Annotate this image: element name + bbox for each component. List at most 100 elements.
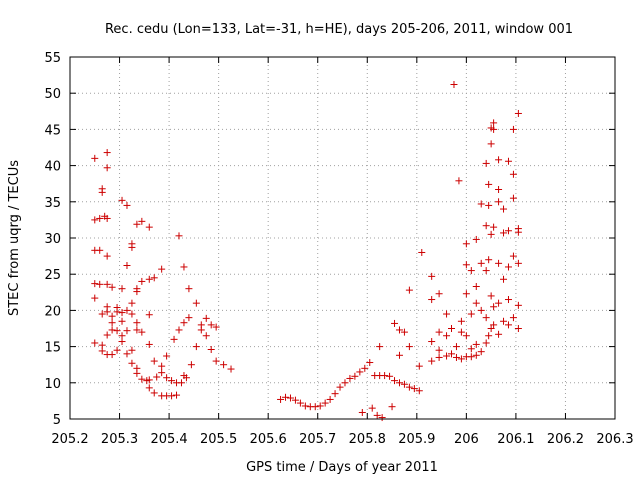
data-point (98, 347, 106, 355)
data-point (185, 314, 193, 322)
data-point (96, 214, 104, 222)
data-point (373, 411, 381, 419)
data-point (415, 362, 423, 370)
data-point (490, 303, 498, 311)
data-point (207, 321, 215, 329)
data-point (386, 372, 394, 380)
data-point (138, 277, 146, 285)
y-tick-label: 50 (44, 87, 61, 102)
x-tick-label: 205.8 (349, 432, 386, 447)
data-point (428, 296, 436, 304)
data-point (504, 321, 512, 329)
x-tick-label: 205.6 (250, 432, 287, 447)
data-point (358, 408, 366, 416)
data-point (163, 352, 171, 360)
data-point (118, 317, 126, 325)
data-point (514, 301, 522, 309)
data-point (103, 214, 111, 222)
data-point (220, 361, 228, 369)
data-point (504, 296, 512, 304)
data-point (138, 328, 146, 336)
data-point (500, 317, 508, 325)
data-point (428, 338, 436, 346)
data-point (123, 350, 131, 358)
data-point (395, 326, 403, 334)
x-tick-label: 206 (454, 432, 479, 447)
data-point (311, 403, 319, 411)
data-point (175, 326, 183, 334)
data-point (133, 220, 141, 228)
data-point (428, 272, 436, 280)
data-point (158, 265, 166, 273)
data-point (153, 373, 161, 381)
data-point (467, 267, 475, 275)
data-point (128, 310, 136, 318)
data-point (192, 343, 200, 351)
data-point (455, 177, 463, 185)
data-point (509, 170, 517, 178)
data-point (207, 345, 215, 353)
data-point (368, 404, 376, 412)
y-tick-label: 40 (44, 160, 61, 175)
data-point (504, 263, 512, 271)
data-point (435, 328, 443, 336)
data-point (443, 310, 451, 318)
data-point (400, 380, 408, 388)
data-point (168, 377, 176, 385)
data-point (123, 306, 131, 314)
data-point (381, 372, 389, 380)
data-point (163, 374, 171, 382)
data-point (145, 340, 153, 348)
data-point (175, 232, 183, 240)
data-point (472, 283, 480, 291)
data-point (405, 343, 413, 351)
data-point (91, 294, 99, 302)
data-point (103, 252, 111, 260)
data-point (477, 348, 485, 356)
data-point (133, 326, 141, 334)
data-point (495, 259, 503, 267)
y-tick-label: 25 (44, 268, 61, 283)
data-point (356, 368, 364, 376)
data-point (462, 240, 470, 248)
data-point (504, 227, 512, 235)
y-tick-label: 55 (44, 51, 61, 66)
data-point (495, 185, 503, 193)
data-point (145, 384, 153, 392)
data-point (170, 335, 178, 343)
data-point (495, 330, 503, 338)
data-point (133, 319, 141, 327)
x-axis-label: GPS time / Days of year 2011 (246, 460, 438, 475)
data-point (482, 159, 490, 167)
data-point (103, 280, 111, 288)
data-point (150, 389, 158, 397)
data-point (91, 280, 99, 288)
data-point (123, 262, 131, 270)
data-point (405, 383, 413, 391)
data-point (490, 223, 498, 231)
data-point (336, 383, 344, 391)
data-point (277, 395, 285, 403)
grid-lines (70, 57, 615, 419)
data-point (495, 299, 503, 307)
data-point (472, 299, 480, 307)
y-tick-label: 15 (44, 341, 61, 356)
data-point (185, 285, 193, 293)
data-point (145, 275, 153, 283)
data-point (98, 310, 106, 318)
data-point (113, 308, 121, 316)
data-point (145, 223, 153, 231)
data-point (415, 387, 423, 395)
data-point (123, 201, 131, 209)
data-point (490, 125, 498, 133)
data-point (428, 357, 436, 365)
chart-title: Rec. cedu (Lon=133, Lat=-31, h=HE), days… (105, 22, 573, 37)
data-point (378, 414, 386, 422)
data-point (150, 357, 158, 365)
data-point (514, 325, 522, 332)
data-point (472, 340, 480, 348)
data-point (197, 326, 205, 334)
x-tick-label: 205.5 (200, 432, 237, 447)
data-point (504, 157, 512, 165)
data-point (509, 125, 517, 133)
